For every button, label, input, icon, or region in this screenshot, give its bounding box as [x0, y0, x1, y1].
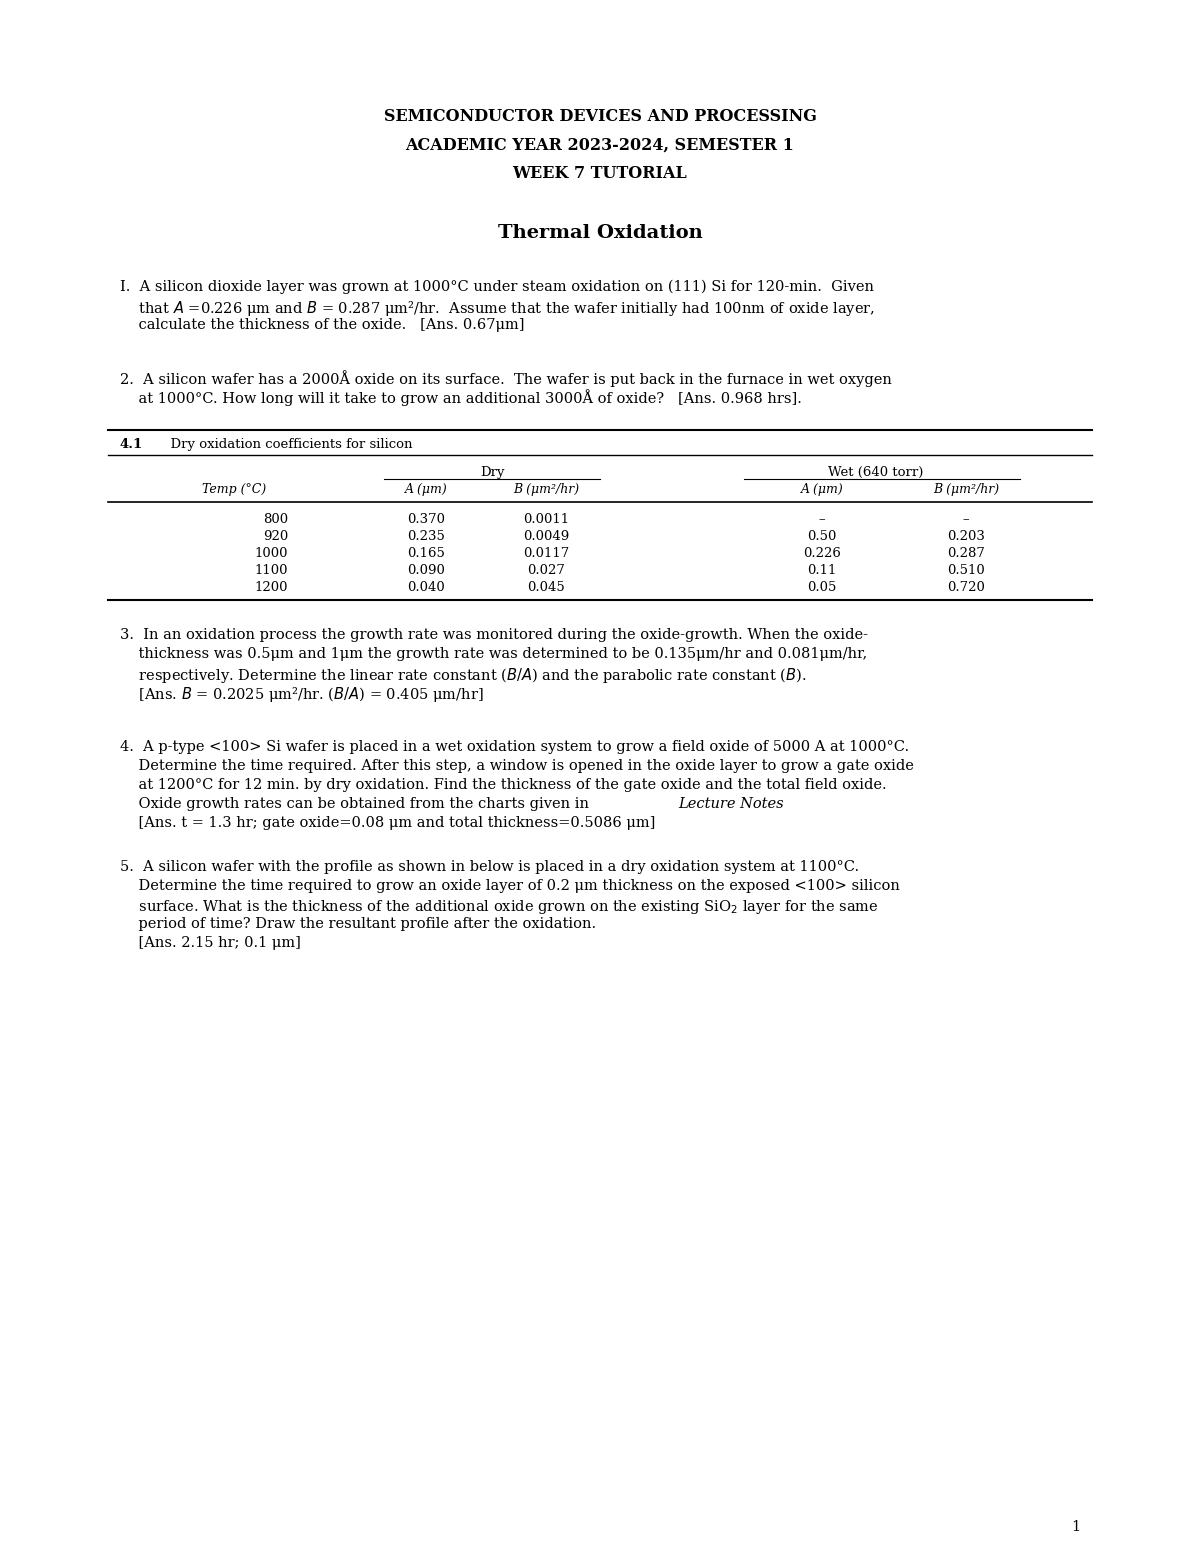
Text: at 1000°C. How long will it take to grow an additional 3000Å of oxide?   [Ans. 0: at 1000°C. How long will it take to grow…	[120, 388, 802, 405]
Text: [Ans. $B$ = 0.2025 μm²/hr. ($B/A$) = 0.405 μm/hr]: [Ans. $B$ = 0.2025 μm²/hr. ($B/A$) = 0.4…	[120, 685, 484, 704]
Text: ACADEMIC YEAR 2023-2024, SEMESTER 1: ACADEMIC YEAR 2023-2024, SEMESTER 1	[406, 137, 794, 154]
Text: 0.370: 0.370	[407, 512, 445, 526]
Text: surface. What is the thickness of the additional oxide grown on the existing SiO: surface. What is the thickness of the ad…	[120, 898, 878, 916]
Text: 0.11: 0.11	[808, 564, 836, 578]
Text: respectively. Determine the linear rate constant ($B/A$) and the parabolic rate : respectively. Determine the linear rate …	[120, 666, 806, 685]
Text: 2.  A silicon wafer has a 2000Å oxide on its surface.  The wafer is put back in : 2. A silicon wafer has a 2000Å oxide on …	[120, 370, 892, 387]
Text: 0.235: 0.235	[407, 530, 445, 544]
Text: Determine the time required to grow an oxide layer of 0.2 μm thickness on the ex: Determine the time required to grow an o…	[120, 879, 900, 893]
Text: 0.0011: 0.0011	[523, 512, 569, 526]
Text: 1: 1	[1070, 1520, 1080, 1534]
Text: 0.05: 0.05	[808, 581, 836, 593]
Text: 3.  In an oxidation process the growth rate was monitored during the oxide-growt: 3. In an oxidation process the growth ra…	[120, 627, 868, 641]
Text: Oxide growth rates can be obtained from the charts given in: Oxide growth rates can be obtained from …	[120, 797, 594, 811]
Text: [Ans. 2.15 hr; 0.1 μm]: [Ans. 2.15 hr; 0.1 μm]	[120, 936, 301, 950]
Text: 0.510: 0.510	[947, 564, 985, 578]
Text: B (μm²/hr): B (μm²/hr)	[512, 483, 580, 495]
Text: 0.0117: 0.0117	[523, 547, 569, 561]
Text: 1200: 1200	[254, 581, 288, 593]
Text: 0.226: 0.226	[803, 547, 841, 561]
Text: 0.720: 0.720	[947, 581, 985, 593]
Text: at 1200°C for 12 min. by dry oxidation. Find the thickness of the gate oxide and: at 1200°C for 12 min. by dry oxidation. …	[120, 778, 887, 792]
Text: –: –	[818, 512, 826, 526]
Text: B (μm²/hr): B (μm²/hr)	[932, 483, 1000, 495]
Text: 1000: 1000	[254, 547, 288, 561]
Text: period of time? Draw the resultant profile after the oxidation.: period of time? Draw the resultant profi…	[120, 916, 596, 930]
Text: that $A$ =0.226 μm and $B$ = 0.287 μm²/hr.  Assume that the wafer initially had : that $A$ =0.226 μm and $B$ = 0.287 μm²/h…	[120, 300, 875, 318]
Text: 0.0049: 0.0049	[523, 530, 569, 544]
Text: 0.50: 0.50	[808, 530, 836, 544]
Text: Dry oxidation coefficients for silicon: Dry oxidation coefficients for silicon	[162, 438, 413, 450]
Text: 4.  A p-type <100> Si wafer is placed in a wet oxidation system to grow a field : 4. A p-type <100> Si wafer is placed in …	[120, 739, 910, 755]
Text: A (μm): A (μm)	[800, 483, 844, 495]
Text: 0.203: 0.203	[947, 530, 985, 544]
Text: 0.165: 0.165	[407, 547, 445, 561]
Text: Lecture Notes: Lecture Notes	[678, 797, 784, 811]
Text: WEEK 7 TUTORIAL: WEEK 7 TUTORIAL	[512, 165, 688, 182]
Text: [Ans. t = 1.3 hr; gate oxide=0.08 μm and total thickness=0.5086 μm]: [Ans. t = 1.3 hr; gate oxide=0.08 μm and…	[120, 815, 655, 829]
Text: thickness was 0.5μm and 1μm the growth rate was determined to be 0.135μm/hr and : thickness was 0.5μm and 1μm the growth r…	[120, 648, 868, 662]
Text: SEMICONDUCTOR DEVICES AND PROCESSING: SEMICONDUCTOR DEVICES AND PROCESSING	[384, 109, 816, 124]
Text: 0.287: 0.287	[947, 547, 985, 561]
Text: –: –	[962, 512, 970, 526]
Text: Determine the time required. After this step, a window is opened in the oxide la: Determine the time required. After this …	[120, 759, 914, 773]
Text: 800: 800	[263, 512, 288, 526]
Text: 0.090: 0.090	[407, 564, 445, 578]
Text: 0.045: 0.045	[527, 581, 565, 593]
Text: A (μm): A (μm)	[404, 483, 448, 495]
Text: 0.040: 0.040	[407, 581, 445, 593]
Text: calculate the thickness of the oxide.   [Ans. 0.67μm]: calculate the thickness of the oxide. [A…	[120, 318, 524, 332]
Text: Wet (640 torr): Wet (640 torr)	[828, 466, 924, 478]
Text: 0.027: 0.027	[527, 564, 565, 578]
Text: Temp (°C): Temp (°C)	[202, 483, 266, 495]
Text: Thermal Oxidation: Thermal Oxidation	[498, 224, 702, 242]
Text: Dry: Dry	[480, 466, 504, 478]
Text: 920: 920	[263, 530, 288, 544]
Text: 4.1: 4.1	[120, 438, 143, 450]
Text: I.  A silicon dioxide layer was grown at 1000°C under steam oxidation on (111) S: I. A silicon dioxide layer was grown at …	[120, 280, 874, 295]
Text: 1100: 1100	[254, 564, 288, 578]
Text: 5.  A silicon wafer with the profile as shown in below is placed in a dry oxidat: 5. A silicon wafer with the profile as s…	[120, 860, 859, 874]
